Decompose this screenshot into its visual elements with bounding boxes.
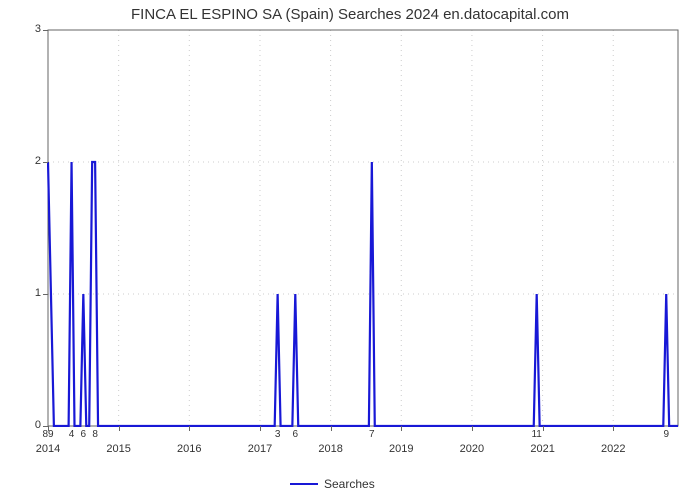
axis-tick	[48, 426, 49, 431]
axis-tick-label: 2018	[318, 443, 342, 455]
axis-tick-label: 9	[663, 429, 669, 440]
axis-tick	[189, 426, 190, 431]
axis-tick	[472, 426, 473, 431]
chart-title: FINCA EL ESPINO SA (Spain) Searches 2024…	[0, 6, 700, 23]
axis-tick	[260, 426, 261, 431]
axis-tick-label: 7	[369, 429, 375, 440]
axis-tick-label: 2021	[530, 443, 554, 455]
axis-tick	[43, 294, 48, 295]
axis-tick-label: 0	[21, 419, 41, 431]
axis-tick	[543, 426, 544, 431]
axis-tick-label: 11	[531, 429, 541, 440]
axis-tick-label: 4	[69, 429, 75, 440]
axis-tick-label: 2017	[248, 443, 272, 455]
axis-tick-label: 6	[293, 429, 299, 440]
legend: Searches	[290, 477, 375, 491]
axis-tick-label: 8	[92, 429, 98, 440]
axis-tick-label: 6	[81, 429, 87, 440]
axis-tick-label: 2015	[106, 443, 130, 455]
axis-tick	[401, 426, 402, 431]
axis-tick-label: 3	[21, 23, 41, 35]
axis-tick	[119, 426, 120, 431]
legend-label: Searches	[324, 477, 375, 491]
axis-tick-label: 2	[21, 155, 41, 167]
chart-plot	[47, 29, 679, 427]
axis-tick	[43, 30, 48, 31]
axis-tick-label: 2022	[601, 443, 625, 455]
legend-swatch	[290, 483, 318, 485]
axis-tick	[613, 426, 614, 431]
axis-tick-label: 3	[275, 429, 281, 440]
axis-tick	[43, 162, 48, 163]
axis-tick-label: 2014	[36, 443, 60, 455]
axis-tick-label: 1	[21, 287, 41, 299]
axis-tick-label: 2016	[177, 443, 201, 455]
axis-tick-label: 2019	[389, 443, 413, 455]
axis-tick	[331, 426, 332, 431]
axis-tick-label: 2020	[460, 443, 484, 455]
